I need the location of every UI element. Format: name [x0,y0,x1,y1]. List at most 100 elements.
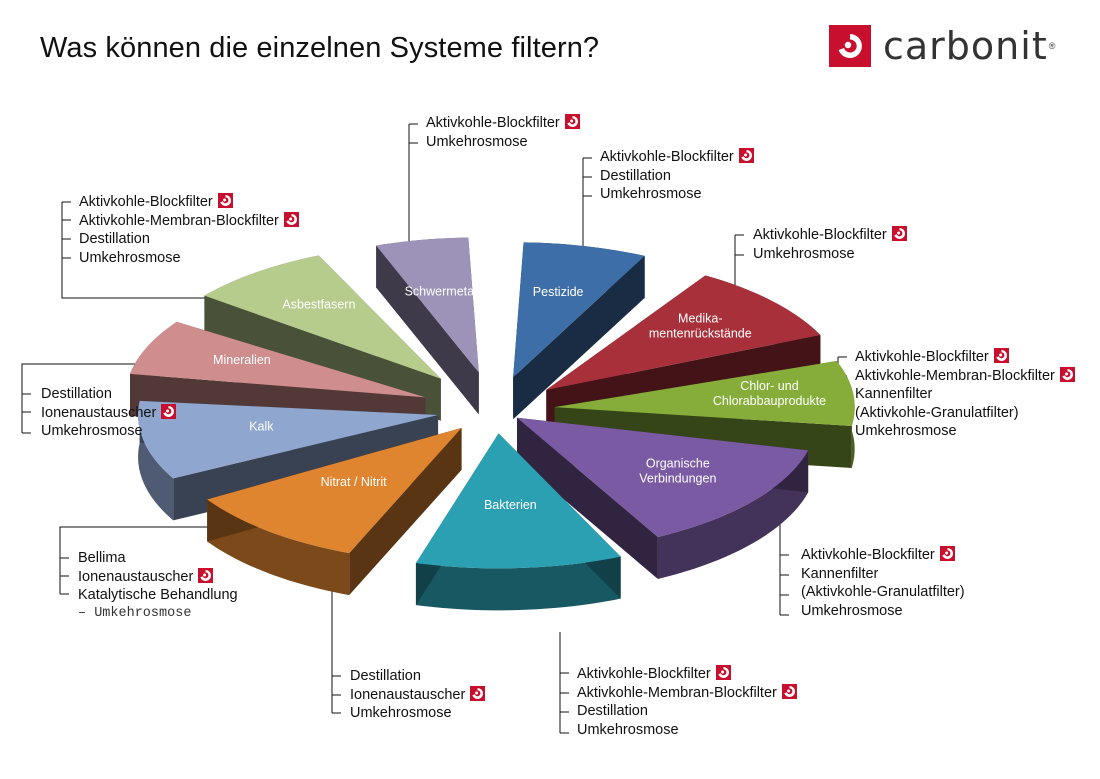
filter-method-label: Destillation [350,668,421,684]
filter-method-label: Aktivkohle-Blockfilter [753,227,887,243]
pie-segment-label: Schwermetalle [405,285,487,299]
filter-method-label: Umkehrosmose [753,245,855,262]
callout-organische-verbindungen: Aktivkohle-Blockfilter Kannenfilter (Aktiv… [801,546,965,620]
filter-method-item: Destillation [577,702,797,721]
pie-segment-organisch: Organische Verbindungen [517,417,809,579]
filter-method-label: Umkehrosmose [350,705,452,721]
filter-method-item: Destillation [350,667,485,686]
filter-method-item: Umkehrosmose [41,422,176,441]
filter-method-item: – Umkehrosmose [78,605,238,624]
callout-asbestfasern: Aktivkohle-Blockfilter Aktivkohle-Membran… [79,193,299,267]
carbonit-badge-icon [715,665,731,680]
filter-method-item: (Aktivkohle-Granulatfilter) [801,583,965,602]
filter-method-item: Aktivkohle-Blockfilter [600,148,754,167]
filter-method-item: Umkehrosmose [426,133,580,152]
pie-segment-top [130,321,426,398]
carbonit-badge-icon [283,211,299,227]
filter-method-item: Destillation [79,230,299,249]
filter-method-label: Kannenfilter [855,386,933,402]
pie-segment-nitrat: Nitrat / Nitrit [207,427,462,596]
filter-method-label: Aktivkohle-Blockfilter [801,547,935,563]
filter-method-item: Umkehrosmose [79,249,299,268]
pie-segment-schwermetalle: Schwermetalle [376,237,487,415]
filter-method-item: Aktivkohle-Membran-Blockfilter [79,211,299,231]
filter-method-label: Aktivkohle-Blockfilter [426,115,560,131]
filter-method-label: Umkehrosmose [600,186,702,202]
filter-method-label: Aktivkohle-Membran-Blockfilter [855,367,1055,384]
filter-method-label: Destillation [577,703,648,719]
pie-segment-wall [657,450,809,579]
logo-wordmark: carbonit [883,24,1048,68]
filter-method-label: Kannenfilter [801,565,879,582]
pie-segment-top [415,433,621,569]
logo-registered-mark: ® [1048,41,1056,51]
filter-method-label: Destillation [41,386,112,402]
filter-method-label: Umkehrosmose [79,249,181,266]
callout-medikamente: Aktivkohle-Blockfilter Umkehrosmose [753,226,907,263]
carbonit-badge-icon [564,114,580,129]
pie-segment-label: Mineralien [213,353,271,367]
filter-method-label: Umkehrosmose [426,133,528,150]
pie-segment-pestizide: Pestizide [513,242,645,420]
filter-method-item: Destillation [41,385,176,404]
pie-segment-top [554,361,855,426]
carbonit-badge-icon [738,148,754,163]
filter-method-label: Umkehrosmose [41,423,143,439]
pie-segment-top [546,275,821,390]
filter-method-item: Umkehrosmose [801,602,965,621]
callout-mineralien: Destillation Ionenaustauscher Umkehrosmose [41,385,177,441]
pie-segment-label: Medika-mentenrückstände [649,312,752,341]
callout-pestizide: Aktivkohle-Blockfilter Destillation Umkehr… [600,148,754,204]
pie-segment-top [513,242,645,378]
callout-kalk: Bellima Ionenaustauscher Katalytische Beha… [78,549,238,623]
filter-method-item: Katalytische Behandlung [78,586,238,605]
filter-method-item: Aktivkohle-Membran-Blockfilter [577,683,797,703]
filter-method-label: (Aktivkohle-Granulatfilter) [855,404,1019,421]
filter-method-label: Destillation [79,231,150,247]
pie-segment-top [207,427,462,554]
filter-method-item: Ionenaustauscher [350,685,486,705]
filter-method-label: (Aktivkohle-Granulatfilter) [801,584,965,600]
callout-schwermetalle: Aktivkohle-Blockfilter Umkehrosmose [426,114,580,151]
filter-method-label: Katalytische Behandlung [78,587,238,603]
filter-method-item: Aktivkohle-Blockfilter [426,114,580,133]
filter-method-label: Aktivkohle-Blockfilter [600,149,734,165]
filter-method-item: Aktivkohle-Blockfilter [79,193,299,212]
filter-method-item: Kannenfilter [855,385,1075,404]
callout-nitrat: Destillation Ionenaustauscher Umkehrosmose [350,667,486,723]
pie-segment-cut-face [513,255,645,420]
carbonit-badge-icon [939,546,955,561]
filter-method-label: Ionenaustauscher [41,404,157,421]
pie-segment-cut-face [376,245,479,415]
pie-segment-top [376,237,479,373]
filter-method-label: Aktivkohle-Blockfilter [577,666,711,682]
pie-segment-wall [138,400,174,521]
filter-method-item: Aktivkohle-Blockfilter [577,665,797,684]
carbonit-badge-icon [993,348,1009,363]
pie-segment-top [138,400,439,479]
filter-method-item: Umkehrosmose [350,704,485,723]
filter-method-label: – Umkehrosmose [78,605,192,621]
carbonit-badge-icon [198,567,214,583]
pie-chart: Schwermetalle Pestizide Asbestfasern Medika… [130,237,855,611]
carbonit-badge-icon [891,226,907,241]
pie-segment-wall [415,556,621,611]
filter-method-item: (Aktivkohle-Granulatfilter) [855,404,1075,423]
filter-method-item: Aktivkohle-Blockfilter [801,546,965,565]
pie-segment-label: Asbestfasern [282,298,355,312]
pie-segment-label: Nitrat / Nitrit [321,475,388,489]
filter-method-label: Bellima [78,550,126,566]
carbonit-badge-icon [470,685,486,701]
filter-method-label: Destillation [600,167,671,184]
filter-method-label: Aktivkohle-Blockfilter [79,194,213,210]
pie-segment-top [517,417,809,537]
filter-method-label: Aktivkohle-Blockfilter [855,349,989,365]
callout-bakterien: Aktivkohle-Blockfilter Aktivkohle-Membran… [577,665,797,739]
filter-method-label: Umkehrosmose [855,423,957,439]
callout-lines [21,123,847,734]
filter-method-label: Umkehrosmose [577,721,679,738]
filter-method-item: Aktivkohle-Blockfilter [753,226,907,245]
pie-segment-label: Pestizide [533,285,584,299]
filter-method-item: Umkehrosmose [753,245,907,264]
